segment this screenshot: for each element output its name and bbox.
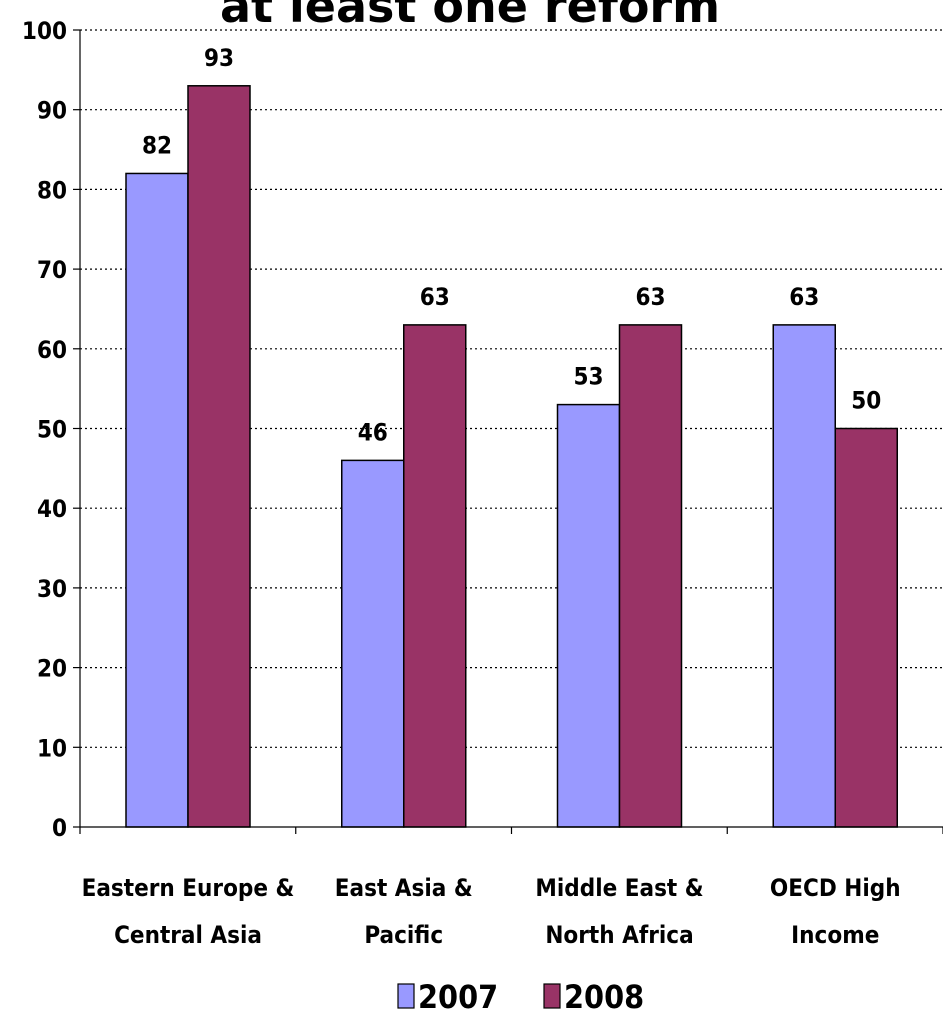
x-category-label: East Asia & — [335, 874, 473, 902]
x-category-label: Eastern Europe & — [82, 874, 295, 902]
y-tick-label: 50 — [37, 416, 67, 444]
x-category-label: Middle East & — [535, 874, 703, 902]
y-tick-label: 30 — [37, 575, 67, 603]
data-label: 46 — [358, 418, 388, 446]
data-label: 63 — [789, 283, 819, 311]
bar-2008 — [834, 427, 898, 828]
legend-label-2007: 2007 — [418, 978, 498, 1016]
x-category-label: Central Asia — [114, 921, 262, 949]
x-category-label: Pacific — [364, 921, 443, 949]
y-tick-label: 40 — [37, 495, 67, 523]
legend-swatch-2007 — [397, 983, 415, 1009]
data-label: 63 — [635, 283, 665, 311]
bar-2007 — [556, 403, 621, 828]
bar-2008 — [403, 324, 467, 828]
data-label: 63 — [420, 283, 450, 311]
y-tick-label: 10 — [37, 734, 67, 762]
bar-2008 — [618, 324, 683, 828]
bar-2007 — [341, 459, 405, 828]
data-label: 50 — [851, 387, 881, 415]
data-label: 53 — [573, 363, 603, 391]
legend: 2007 2008 — [397, 978, 644, 1016]
data-label: 82 — [142, 131, 172, 159]
bar-2007 — [125, 172, 189, 828]
x-category-label: Income — [791, 921, 879, 949]
legend-label-2008: 2008 — [564, 978, 644, 1016]
bar-2007 — [772, 324, 836, 828]
x-category-label: North Africa — [545, 921, 693, 949]
legend-swatch-2008 — [543, 983, 561, 1009]
data-labels: 82 93 46 63 53 63 63 50 — [142, 44, 881, 447]
gridlines — [80, 29, 943, 748]
y-tick-label: 70 — [37, 256, 67, 284]
y-tick-label: 90 — [37, 97, 67, 125]
bar-2008 — [187, 85, 251, 828]
y-axis: 0 10 20 30 40 50 60 70 80 90 100 — [22, 17, 81, 842]
bars — [125, 85, 898, 828]
y-tick-label: 80 — [37, 176, 67, 204]
y-tick-label: 0 — [52, 814, 67, 842]
x-category-label: OECD High — [770, 874, 901, 902]
y-tick-label: 60 — [37, 336, 67, 364]
y-tick-label: 20 — [37, 655, 67, 683]
chart-title: at least one reform — [220, 0, 720, 33]
x-axis: Eastern Europe & Central Asia East Asia & P… — [79, 826, 943, 949]
data-label: 93 — [204, 44, 234, 72]
y-tick-label: 100 — [22, 17, 67, 45]
